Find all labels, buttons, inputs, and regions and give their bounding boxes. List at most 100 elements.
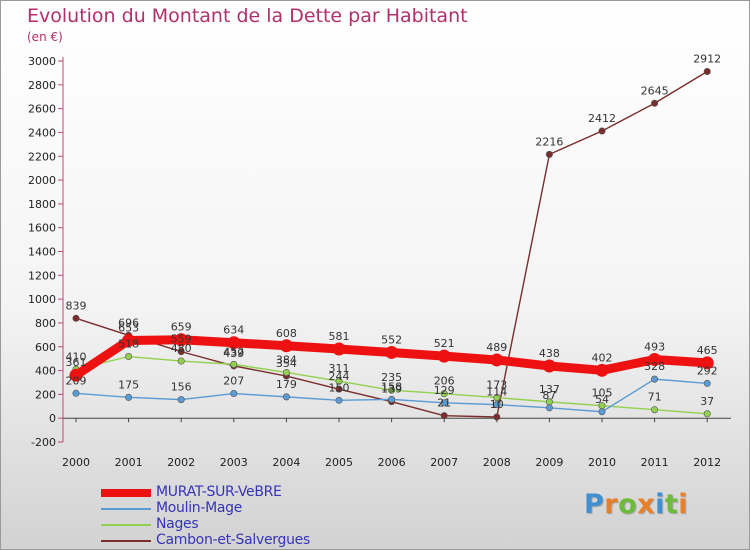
data-point: [648, 352, 662, 366]
data-point: [598, 408, 606, 416]
data-label: 235: [381, 371, 402, 384]
data-label: 179: [276, 378, 297, 391]
data-label: 696: [118, 316, 139, 329]
logo-letter: i: [655, 489, 665, 520]
data-point: [493, 401, 501, 409]
data-label: 150: [329, 381, 350, 394]
data-label: 653: [118, 321, 139, 334]
data-point: [598, 127, 606, 135]
data-point: [177, 396, 185, 404]
y-tick-label: 2200: [28, 150, 56, 163]
data-point: [545, 150, 553, 158]
data-point: [279, 339, 293, 353]
data-label: 328: [644, 360, 665, 373]
x-tick-label: 2000: [62, 456, 90, 469]
data-point: [651, 375, 659, 383]
data-point: [335, 377, 343, 385]
data-label: 608: [276, 327, 297, 340]
data-label: 581: [329, 330, 350, 343]
x-tick-label: 2007: [430, 456, 458, 469]
y-tick-label: 3000: [28, 55, 56, 68]
proxiti-logo: Proxiti: [584, 489, 688, 520]
data-label: 137: [539, 383, 560, 396]
data-point: [388, 395, 396, 403]
x-tick-label: 2009: [535, 456, 563, 469]
data-point: [69, 368, 83, 382]
data-point: [493, 413, 501, 421]
data-point: [282, 393, 290, 401]
legend-swatch: [101, 508, 151, 510]
logo-letter: x: [637, 489, 656, 520]
data-point: [545, 404, 553, 412]
data-label: 361: [66, 356, 87, 369]
data-label: 87: [542, 389, 556, 402]
y-tick-label: 2400: [28, 126, 56, 139]
y-tick-label: 2800: [28, 79, 56, 92]
legend-label: Nages: [156, 516, 199, 532]
x-tick-label: 2010: [588, 456, 616, 469]
chart-unit: (en €): [27, 30, 63, 44]
data-label: 2912: [693, 52, 721, 65]
data-point: [493, 394, 501, 402]
data-label: 402: [592, 351, 613, 364]
data-point: [335, 396, 343, 404]
data-point: [230, 360, 238, 368]
data-label: 292: [697, 364, 718, 377]
x-tick-label: 2012: [693, 456, 721, 469]
y-tick-label: 1200: [28, 269, 56, 282]
x-tick-label: 2011: [641, 456, 669, 469]
data-label: 439: [223, 347, 244, 360]
data-label: 206: [434, 375, 455, 388]
data-point: [227, 336, 241, 350]
y-tick-label: 2000: [28, 174, 56, 187]
logo-letter: i: [678, 489, 689, 520]
x-tick-label: 2002: [167, 456, 195, 469]
y-tick-label: 1400: [28, 246, 56, 259]
y-tick-label: 600: [35, 341, 56, 354]
data-label: 173: [486, 379, 507, 392]
logo-letter: t: [664, 489, 679, 520]
data-label: 2645: [641, 84, 669, 97]
data-point: [703, 379, 711, 387]
data-point: [700, 356, 714, 370]
data-point: [440, 412, 448, 420]
data-label: 493: [644, 340, 665, 353]
x-tick-label: 2008: [483, 456, 511, 469]
data-label: 465: [697, 344, 718, 357]
data-label: 839: [66, 299, 87, 312]
data-point: [440, 399, 448, 407]
data-point: [388, 386, 396, 394]
data-label: 158: [381, 380, 402, 393]
legend-label: Moulin-Mage: [156, 500, 243, 516]
logo-letter: r: [604, 489, 619, 520]
data-point: [703, 67, 711, 75]
data-label: 37: [700, 395, 714, 408]
data-label: 452: [223, 345, 244, 358]
data-point: [335, 385, 343, 393]
data-label: 2412: [588, 112, 616, 125]
data-label: 156: [171, 381, 192, 394]
data-label: 21: [437, 397, 451, 410]
data-point: [651, 406, 659, 414]
y-tick-label: 1600: [28, 222, 56, 235]
data-point: [440, 390, 448, 398]
data-label: 209: [66, 374, 87, 387]
y-tick-label: 0: [49, 412, 56, 425]
data-label: 311: [329, 362, 350, 375]
data-label: 659: [171, 321, 192, 334]
data-label: 129: [434, 384, 455, 397]
data-point: [332, 342, 346, 356]
y-tick-label: 1000: [28, 293, 56, 306]
data-label: 521: [434, 337, 455, 350]
legend-label: MURAT-SUR-VeBRE: [156, 484, 282, 500]
data-label: 634: [223, 324, 244, 337]
data-label: 559: [171, 333, 192, 346]
x-tick-label: 2001: [115, 456, 143, 469]
data-label: 552: [381, 333, 402, 346]
data-label: 114: [486, 386, 507, 399]
x-tick-label: 2003: [220, 456, 248, 469]
data-point: [385, 345, 399, 359]
data-point: [125, 353, 133, 361]
